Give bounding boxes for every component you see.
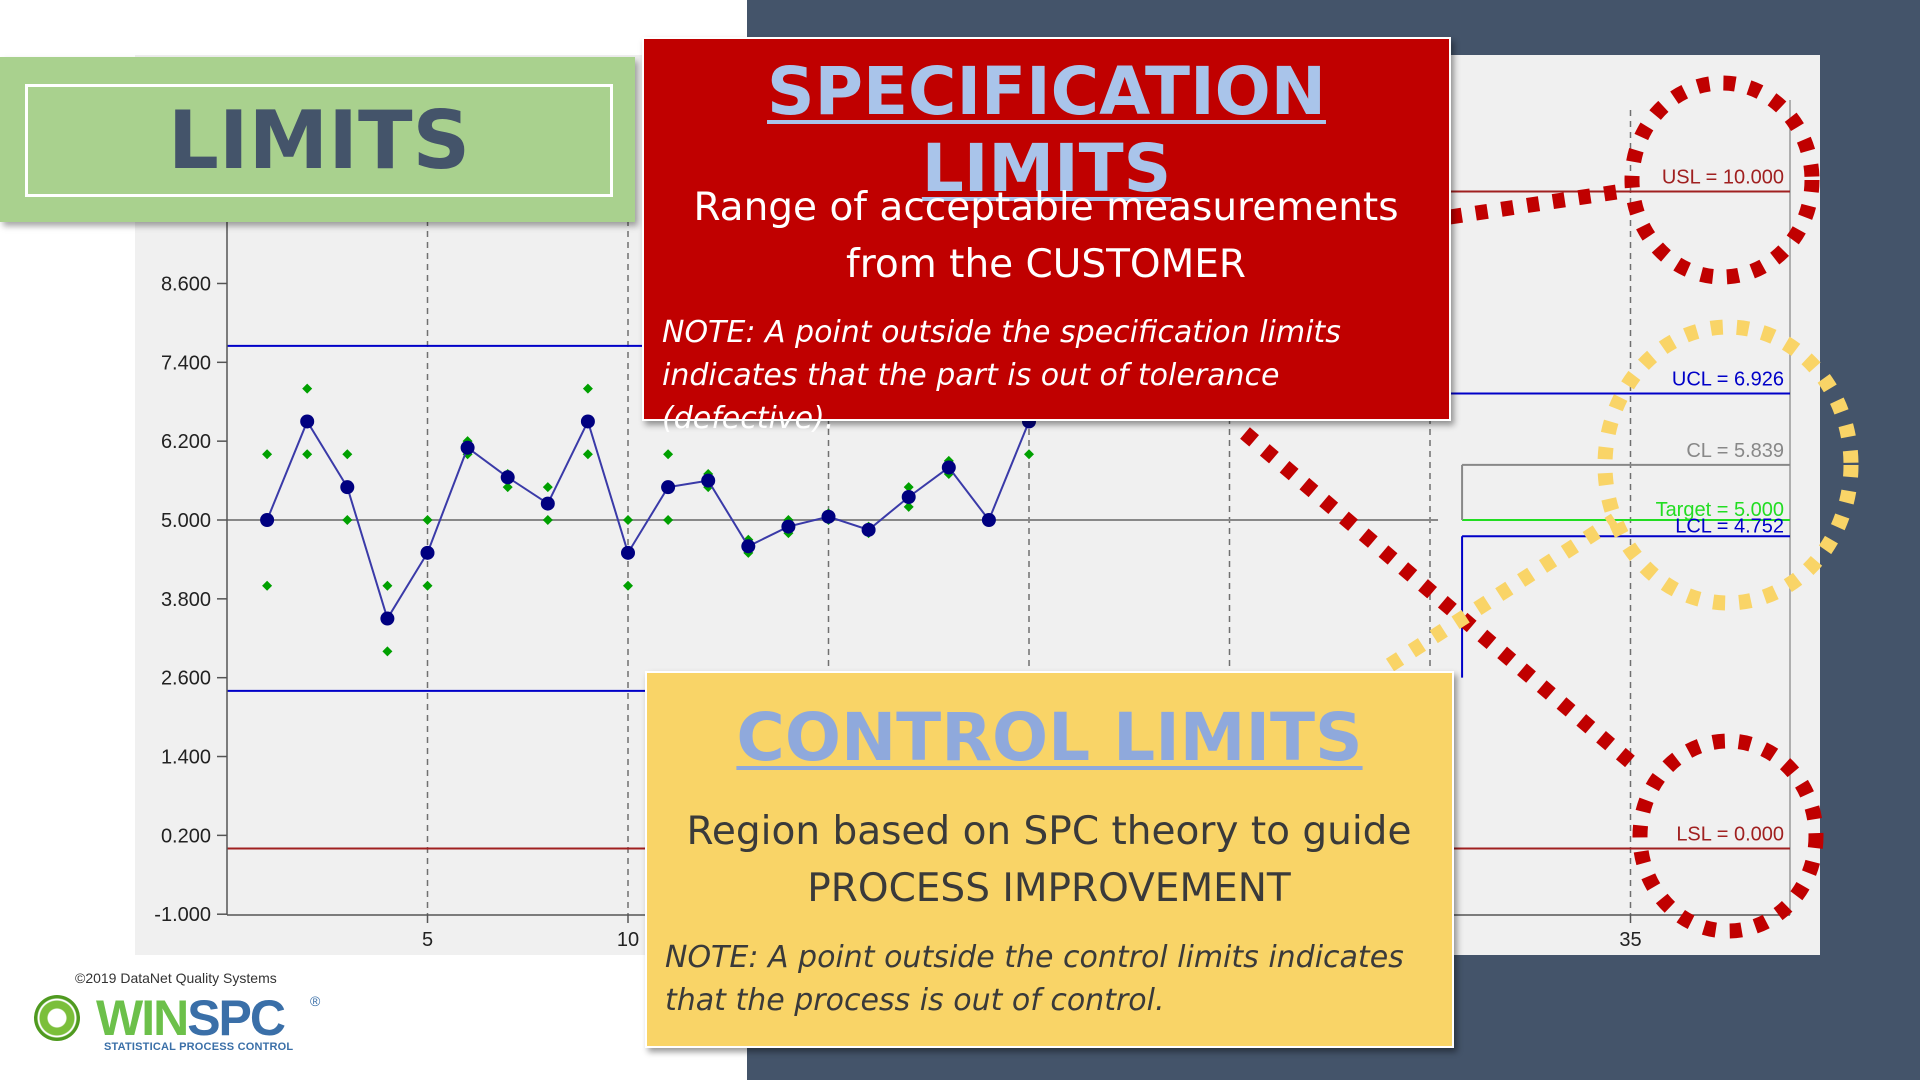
spec-title: SPECIFICATION LIMITS — [767, 53, 1326, 207]
spec-desc-line2: from the CUSTOMER — [846, 242, 1246, 287]
y-tick-label: 7.400 — [161, 352, 211, 374]
subgroup-point — [663, 449, 674, 460]
winspc-logo-ring-icon — [34, 995, 80, 1041]
mean-point — [340, 480, 355, 495]
limit-label-lcl: LCL = 4.752 — [1675, 515, 1784, 537]
subgroup-point — [382, 646, 393, 657]
y-tick-label: 3.800 — [161, 589, 211, 611]
spec-note-line2: indicates that the part is out of tolera… — [662, 358, 1280, 436]
subgroup-point — [1024, 449, 1034, 460]
control-note-line2: that the process is out of control. — [665, 983, 1165, 1018]
logo-spc: SPC — [187, 990, 286, 1046]
control-limits-box: CONTROL LIMITS Region based on SPC theor… — [645, 671, 1454, 1048]
subgroup-point — [663, 515, 674, 525]
control-note: NOTE: A point outside the control limits… — [665, 936, 1438, 1022]
subgroup-point — [542, 482, 553, 493]
spec-desc-line1: Range of acceptable measurements — [693, 185, 1399, 230]
subgroup-point — [262, 449, 273, 460]
mean-point — [300, 414, 315, 429]
subgroup-point — [623, 580, 633, 591]
subgroup-point — [382, 580, 393, 591]
subgroup-point — [582, 383, 593, 394]
mean-point — [941, 460, 956, 475]
mean-point — [741, 539, 756, 554]
subgroup-point — [582, 449, 593, 460]
mean-point — [901, 490, 916, 505]
x-tick-label: 35 — [1619, 929, 1641, 951]
mean-point — [420, 545, 435, 560]
x-tick-label: 5 — [422, 929, 433, 951]
mean-point — [580, 414, 595, 429]
mean-series-line — [266, 418, 1030, 621]
spec-note: NOTE: A point outside the specification … — [662, 311, 1435, 440]
spec-to-usl-connector — [1448, 182, 1632, 225]
limits-title: LIMITS — [167, 94, 471, 187]
control-description: Region based on SPC theory to guide PROC… — [659, 803, 1439, 917]
limit-label-cl: CL = 5.839 — [1686, 440, 1784, 462]
subgroup-point — [422, 580, 433, 591]
limit-label-target: Target = 5.000 — [1656, 499, 1784, 521]
limit-label-ucl: UCL = 6.926 — [1672, 368, 1784, 390]
copyright-text: ©2019 DataNet Quality Systems — [75, 970, 277, 986]
limit-label-usl: USL = 10.000 — [1662, 167, 1784, 189]
control-desc-line1: Region based on SPC theory to guide — [686, 809, 1412, 854]
mean-point — [460, 440, 475, 455]
y-tick-label: 6.200 — [161, 431, 211, 453]
control-to-limits-connector — [1385, 513, 1620, 672]
y-tick-label: -1.000 — [154, 904, 211, 926]
subgroup-point — [302, 449, 313, 460]
mean-point — [781, 519, 796, 534]
subgroup-point — [623, 515, 633, 525]
y-tick-label: 1.400 — [161, 747, 211, 769]
winspc-logo: WINSPC ® STATISTICAL PROCESS CONTROL — [32, 990, 332, 1055]
subgroup-point — [542, 515, 553, 525]
mean-point — [701, 473, 716, 488]
lsl-highlight-circle — [1632, 733, 1824, 939]
logo-tagline: STATISTICAL PROCESS CONTROL — [104, 1041, 294, 1053]
subgroup-point — [342, 449, 353, 460]
control-note-line1: NOTE: A point outside the control limits… — [665, 940, 1404, 975]
specification-limits-box: SPECIFICATION LIMITS Range of acceptable… — [642, 37, 1451, 436]
mean-point — [380, 611, 395, 626]
y-tick-label: 0.200 — [161, 825, 211, 847]
subgroup-point — [903, 501, 914, 512]
limit-label-lsl: LSL = 0.000 — [1676, 824, 1784, 846]
subgroup-point — [342, 515, 353, 525]
spec-to-lsl-connector — [1240, 427, 1645, 776]
mean-point — [540, 496, 555, 511]
mean-point — [861, 522, 876, 537]
y-tick-label: 2.600 — [161, 668, 211, 690]
y-tick-label: 8.600 — [161, 273, 211, 295]
control-desc-line2: PROCESS IMPROVEMENT — [807, 866, 1291, 911]
x-tick-label: 10 — [617, 929, 639, 951]
subgroup-point — [302, 383, 313, 394]
limits-title-frame: LIMITS — [25, 84, 613, 197]
logo-win: WIN — [96, 990, 189, 1046]
logo-registered-mark: ® — [310, 993, 321, 1009]
mean-point — [981, 513, 996, 527]
control-limits-highlight-circle — [1597, 319, 1859, 611]
subgroup-point — [903, 482, 914, 493]
subgroup-point — [502, 482, 513, 493]
mean-point — [821, 509, 836, 524]
spec-description: Range of acceptable measurements from th… — [656, 179, 1436, 293]
winspc-logo-wordmark: WINSPC — [96, 989, 286, 1047]
subgroup-point — [262, 580, 273, 591]
usl-highlight-circle — [1624, 75, 1820, 285]
mean-point — [500, 470, 515, 485]
mean-point — [260, 513, 275, 527]
limits-title-box: LIMITS — [0, 57, 635, 222]
control-title: CONTROL LIMITS — [736, 699, 1363, 776]
y-tick-label: 5.000 — [161, 510, 211, 532]
mean-point — [621, 545, 635, 560]
mean-point — [661, 480, 676, 495]
spec-note-line1: NOTE: A point outside the specification … — [662, 315, 1341, 350]
subgroup-point — [422, 515, 433, 525]
